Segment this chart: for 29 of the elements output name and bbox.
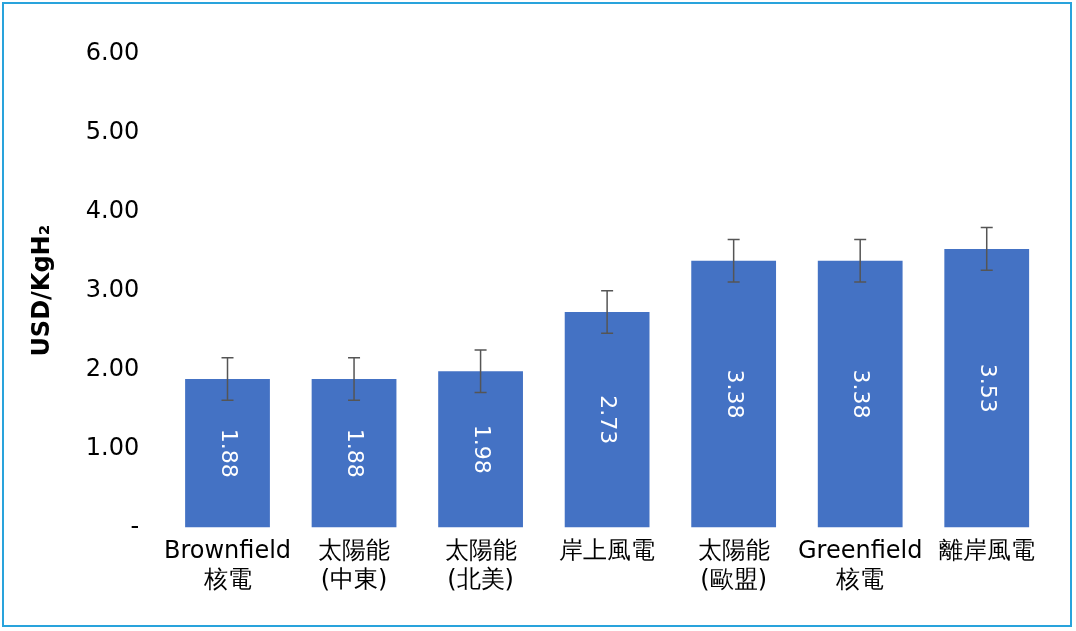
bar bbox=[438, 371, 523, 528]
x-tick-label: 離岸風電 bbox=[938, 536, 1035, 565]
x-tick-label: Greenfield 核電 bbox=[797, 536, 923, 593]
data-label: 3.38 bbox=[722, 369, 748, 419]
y-axis-title: USD/KgH₂ bbox=[26, 224, 55, 357]
bar bbox=[691, 260, 777, 528]
y-tick-label: 3.00 bbox=[85, 274, 140, 303]
bar bbox=[944, 248, 1030, 528]
data-label: 1.88 bbox=[216, 428, 242, 478]
y-tick-label: - bbox=[130, 511, 140, 540]
bar bbox=[311, 379, 397, 528]
y-tick-label: 5.00 bbox=[85, 117, 140, 146]
y-tick-label: 4.00 bbox=[85, 196, 140, 225]
bar bbox=[185, 379, 270, 528]
y-tick-label: 2.00 bbox=[85, 353, 140, 382]
bar bbox=[817, 260, 903, 528]
x-tick-label: 岸上風電 bbox=[559, 536, 656, 565]
y-tick-label: 6.00 bbox=[85, 38, 140, 67]
x-tick-label: 太陽能 (北美) bbox=[444, 536, 517, 593]
data-label: 3.53 bbox=[976, 363, 1002, 413]
data-label: 1.98 bbox=[469, 424, 495, 474]
x-tick-label: 太陽能 (歐盟) bbox=[697, 536, 770, 593]
data-label: 3.38 bbox=[849, 369, 875, 419]
x-tick-label: 太陽能 (中東) bbox=[318, 536, 391, 593]
y-tick-label: 1.00 bbox=[85, 432, 140, 461]
data-label: 1.88 bbox=[343, 428, 369, 478]
x-tick-label: Brownfield 核電 bbox=[163, 536, 292, 593]
bar bbox=[564, 312, 650, 528]
data-label: 2.73 bbox=[596, 395, 622, 445]
